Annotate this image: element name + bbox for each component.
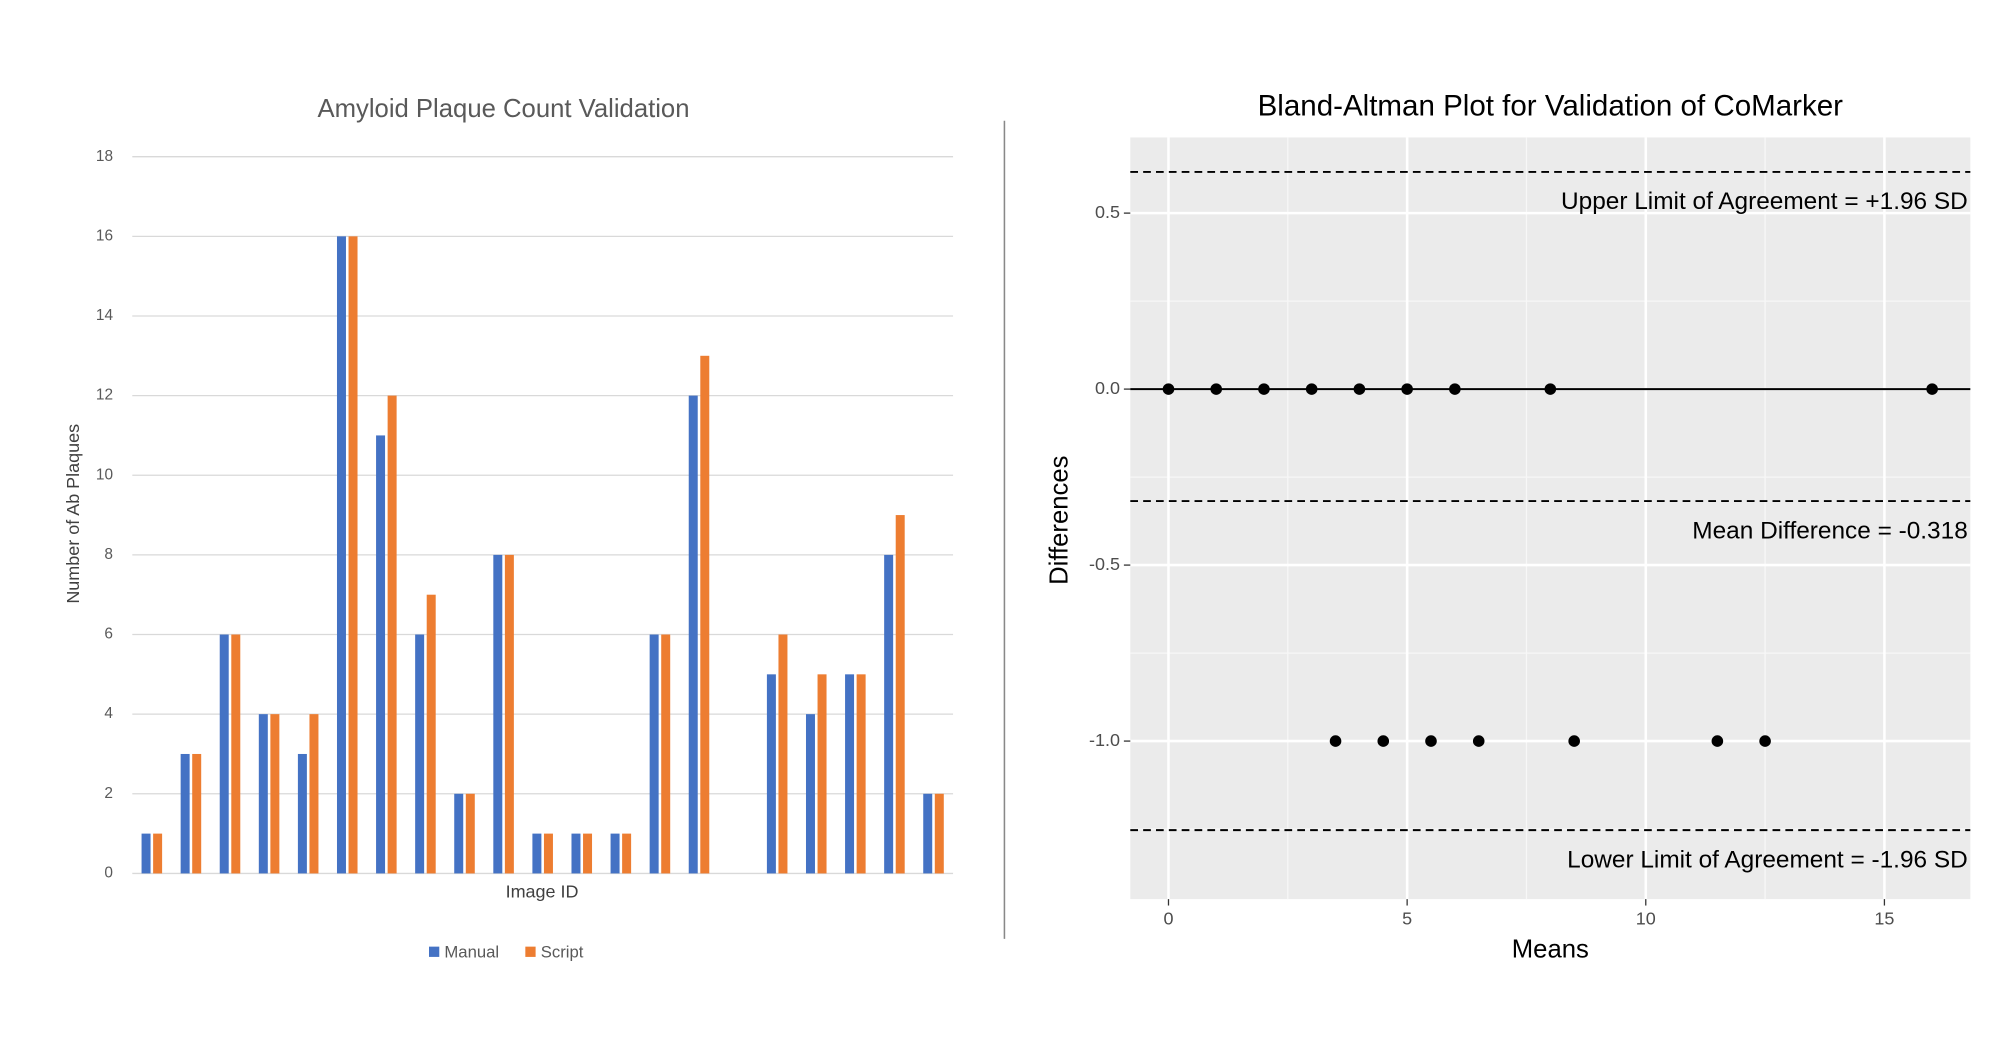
bar (270, 714, 280, 874)
y-tick-label: -1.0 (1089, 730, 1120, 750)
bar (543, 833, 553, 874)
bar (571, 833, 581, 874)
bar (231, 634, 241, 874)
reference-label: Lower Limit of Agreement = -1.96 SD (1567, 846, 1968, 873)
y-tick-label: 6 (104, 626, 113, 643)
y-tick-label: 14 (96, 307, 114, 324)
scatter-x-label: Means (1512, 935, 1589, 963)
bar (766, 674, 776, 874)
y-tick-label: 8 (104, 546, 113, 563)
legend-swatch (525, 946, 536, 957)
bar (141, 833, 151, 874)
bar (415, 634, 425, 874)
x-tick-label: 0 (1163, 908, 1173, 928)
point (1425, 735, 1437, 747)
bar (923, 793, 933, 874)
y-tick-label: 0.0 (1095, 378, 1120, 398)
bar (493, 554, 503, 874)
bar (297, 753, 307, 874)
bar (649, 634, 659, 874)
point (1258, 383, 1270, 395)
bar-title: Amyloid Plaque Count Validation (318, 95, 690, 123)
bar (661, 634, 671, 874)
point (1329, 735, 1342, 747)
y-tick-label: 4 (104, 705, 113, 722)
y-tick-label: -0.5 (1089, 554, 1120, 574)
x-tick-label: 10 (1636, 908, 1656, 928)
bar-y-label: Number of Ab Plaques (63, 424, 83, 604)
y-tick-label: 16 (96, 227, 113, 244)
point (1711, 735, 1724, 747)
bar (258, 714, 268, 874)
point (1305, 383, 1318, 395)
y-tick-label: 10 (96, 466, 113, 483)
legend-label: Manual (444, 942, 499, 961)
bar (426, 594, 436, 874)
reference-label: Mean Difference = -0.318 (1692, 517, 1967, 544)
point (1568, 735, 1580, 747)
bar (504, 554, 514, 874)
bar (465, 793, 475, 874)
bar (336, 236, 346, 874)
point (1759, 735, 1771, 747)
legend-label: Script (541, 942, 584, 961)
bar (180, 753, 190, 874)
y-tick-label: 2 (104, 785, 113, 802)
legend-swatch (429, 946, 440, 957)
point (1162, 383, 1175, 395)
bar (622, 833, 632, 874)
point (1472, 735, 1485, 747)
bar (778, 634, 788, 874)
point (1926, 383, 1938, 395)
bar (934, 793, 944, 874)
reference-label: Upper Limit of Agreement = +1.96 SD (1561, 188, 1968, 215)
point (1353, 383, 1366, 395)
bar (610, 833, 620, 874)
point (1377, 735, 1390, 747)
bar (884, 554, 894, 874)
plot-panel (1130, 137, 1971, 900)
scatter-title: Bland-Altman Plot for Validation of CoMa… (1258, 90, 1844, 123)
x-tick-label: 5 (1402, 908, 1412, 928)
bar (895, 515, 905, 874)
bar (805, 714, 815, 874)
point (1210, 383, 1222, 395)
bar (309, 714, 319, 874)
bar (454, 793, 464, 874)
bar (192, 753, 202, 874)
point (1544, 383, 1557, 395)
y-tick-label: 12 (96, 387, 113, 404)
point (1401, 383, 1413, 395)
bar-x-label: Image ID (506, 881, 579, 901)
x-tick-label: 15 (1874, 908, 1894, 928)
bar (583, 833, 593, 874)
bar (856, 674, 866, 874)
bar (688, 395, 698, 874)
scatter-y-label: Differences (1046, 456, 1074, 585)
bar (817, 674, 827, 874)
bar (376, 435, 386, 874)
bar (700, 355, 710, 874)
bar (219, 634, 229, 874)
bar (387, 395, 397, 874)
bar (845, 674, 855, 874)
y-tick-label: 18 (96, 148, 113, 165)
point (1449, 383, 1461, 395)
y-tick-label: 0 (104, 865, 113, 882)
bar (348, 236, 358, 874)
bar (532, 833, 542, 874)
y-tick-label: 0.5 (1095, 202, 1120, 222)
bar (153, 833, 163, 874)
